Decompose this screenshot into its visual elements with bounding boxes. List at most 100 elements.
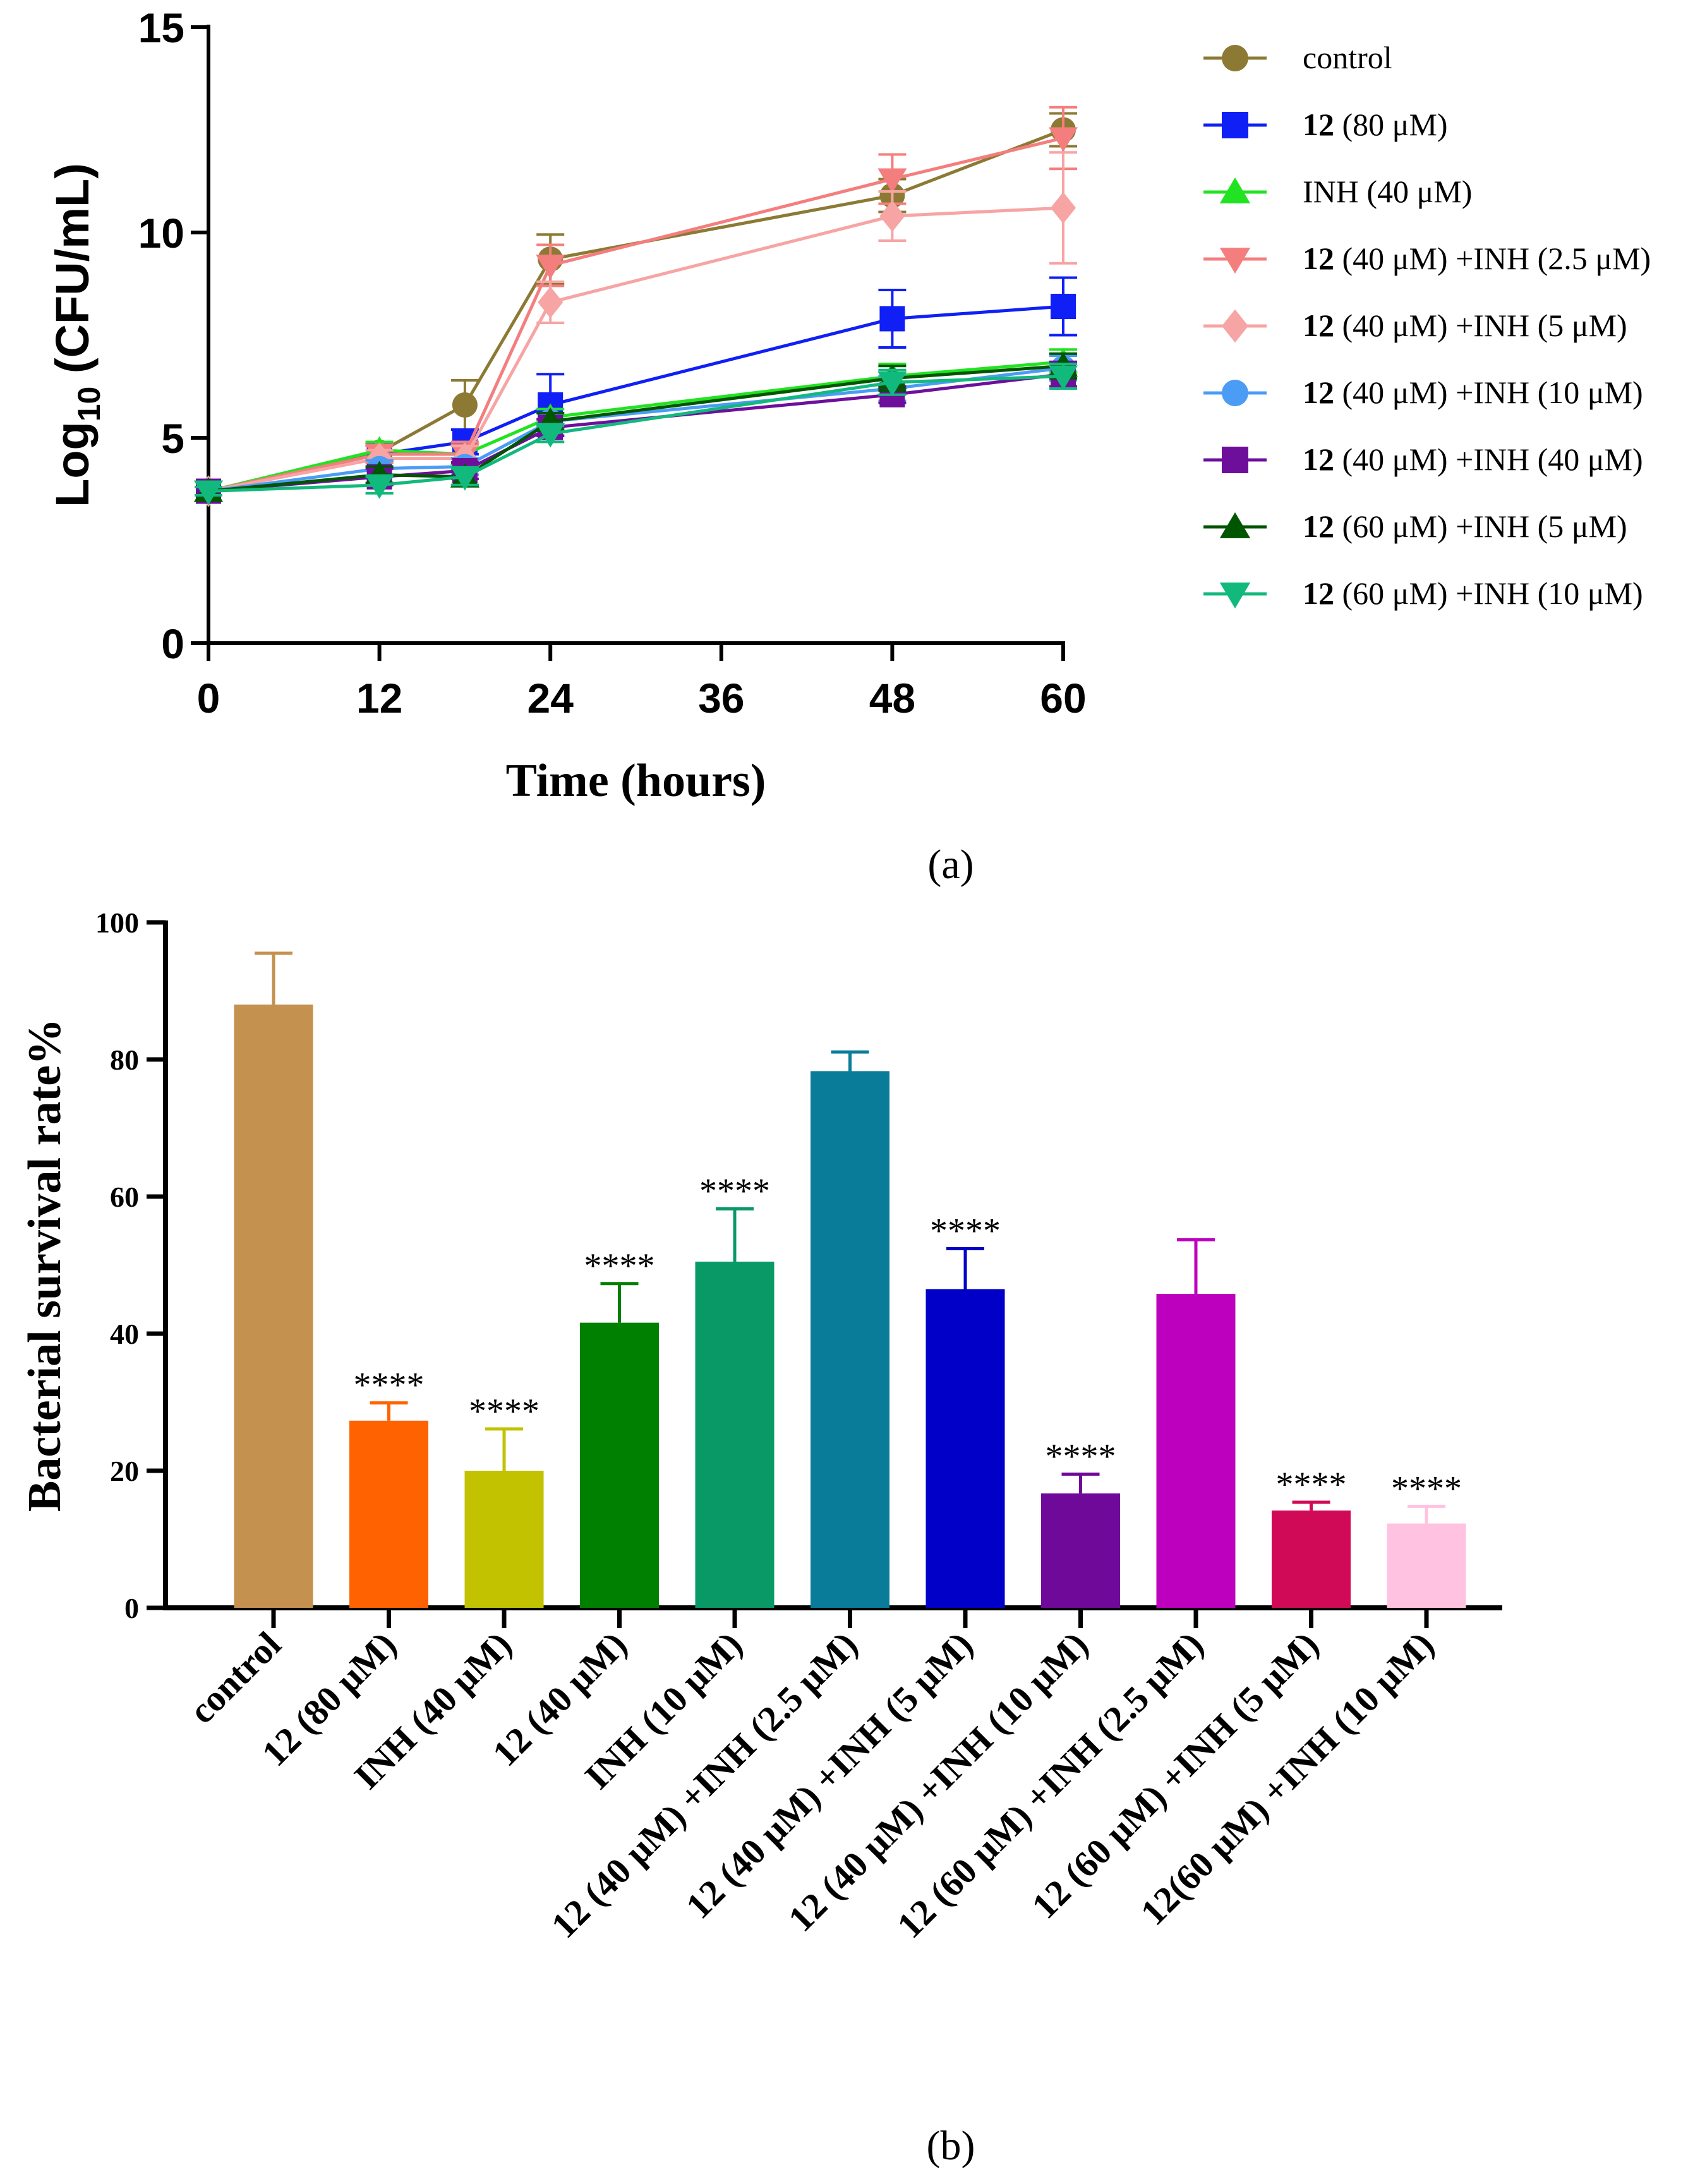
panel-b-bar-chart: 0 20 40 60 80 100 Bacterial survival rate% cont… <box>19 907 1502 2169</box>
legend-label: 12 (80 μM) <box>1303 107 1448 142</box>
legend-entry: 12 (40 μM) +INH (10 μM) <box>1203 375 1643 410</box>
significance-label: **** <box>699 1172 770 1211</box>
bar-group-12(60 μM) +INH (10 μM): **** <box>1387 1469 1466 1608</box>
legend-marker <box>1219 177 1251 203</box>
bar <box>349 1420 428 1608</box>
legend-marker <box>1219 582 1251 609</box>
panel-a-line-chart: 0 5 10 15 0 12 24 36 48 60 Time (hours) Log10 (CFU/… <box>46 4 1651 888</box>
data-point <box>877 371 907 397</box>
significance-label: **** <box>1046 1437 1116 1476</box>
bar <box>695 1262 775 1608</box>
series-12 (40 μM) +INH (2.5 μM) <box>194 106 1078 505</box>
y-tick-label: 100 <box>95 907 139 939</box>
significance-label: **** <box>584 1246 655 1286</box>
y-tick-label: 0 <box>161 620 184 667</box>
x-tick-label: 48 <box>869 675 915 721</box>
legend-label: 12 (40 μM) +INH (40 μM) <box>1303 442 1643 477</box>
bar <box>234 1005 313 1608</box>
bar-group-12 (40 μM): **** <box>580 1246 659 1608</box>
series-line <box>208 136 1064 493</box>
legend-entry: 12 (40 μM) +INH (5 μM) <box>1203 308 1627 343</box>
series-line <box>208 128 1064 493</box>
x-tick-label: 36 <box>698 675 744 721</box>
legend-entry: 12 (80 μM) <box>1203 107 1448 142</box>
x-tick-label: 12 <box>356 675 402 721</box>
bar <box>1387 1523 1466 1608</box>
y-tick-label: 60 <box>110 1181 139 1213</box>
legend-marker <box>1222 45 1248 71</box>
bar-group-INH (40 μM): **** <box>464 1392 544 1608</box>
y-tick-label: 0 <box>124 1592 139 1624</box>
legend-marker <box>1222 447 1248 473</box>
bar-group-INH (10 μM): **** <box>695 1172 775 1608</box>
data-point <box>879 306 905 332</box>
series-12 (60 μM) +INH (5 μM) <box>194 352 1078 502</box>
data-point <box>365 474 394 499</box>
y-axis-title: Log10 (CFU/mL) <box>46 163 107 507</box>
x-tick-label: 0 <box>197 675 220 721</box>
data-point <box>452 392 478 418</box>
y-tick-label: 20 <box>110 1455 139 1487</box>
significance-label: **** <box>354 1366 425 1405</box>
y-tick-label: 15 <box>138 4 184 51</box>
legend-entry: INH (40 μM) <box>1203 174 1472 209</box>
data-point <box>879 200 905 232</box>
data-point <box>1051 192 1076 224</box>
legend-label: 12 (60 μM) +INH (10 μM) <box>1303 576 1643 611</box>
legend-marker <box>1222 112 1248 138</box>
series-line <box>208 206 1064 493</box>
y-tick-label: 40 <box>110 1318 139 1350</box>
legend-marker <box>1222 380 1248 406</box>
bar-group-control <box>234 951 313 1608</box>
legend-marker <box>1219 248 1251 274</box>
bar-group-12 (80 μM): **** <box>349 1366 428 1608</box>
data-point <box>1049 365 1078 390</box>
y-tick-label: 5 <box>161 415 184 462</box>
legend-marker <box>1222 309 1248 343</box>
data-point <box>877 168 907 193</box>
y-tick-label: 10 <box>138 210 184 256</box>
bar-group-12 (60 μM) +INH (5 μM): **** <box>1272 1465 1351 1608</box>
bar <box>1272 1510 1351 1608</box>
data-point <box>1049 127 1078 152</box>
x-axis-title: Time (hours) <box>506 755 766 807</box>
x-tick-label: control <box>181 1624 289 1732</box>
y-axis-title: Bacterial survival rate% <box>19 1018 71 1512</box>
bar-group-12 (40 μM) +INH (2.5 μM) <box>811 1050 889 1608</box>
x-tick-label: 60 <box>1040 675 1086 721</box>
data-point <box>1051 294 1076 319</box>
legend-label: 12 (40 μM) +INH (10 μM) <box>1303 375 1643 410</box>
bar <box>580 1322 659 1608</box>
legend-entry: 12 (60 μM) +INH (10 μM) <box>1203 576 1643 611</box>
legend-marker <box>1219 512 1251 538</box>
significance-label: **** <box>930 1211 1001 1250</box>
data-point <box>450 466 479 491</box>
series-12 (60 μM) +INH (10 μM) <box>194 363 1078 505</box>
series-12 (40 μM) +INH (5 μM) <box>195 151 1077 507</box>
bar-group-12 (40 μM) +INH (5 μM): **** <box>925 1211 1005 1608</box>
series-line <box>208 375 1064 493</box>
data-point <box>536 255 565 279</box>
series-line <box>208 364 1064 493</box>
significance-label: **** <box>1276 1465 1347 1504</box>
legend-label: 12 (40 μM) +INH (5 μM) <box>1303 308 1627 343</box>
panel-label-b: (b) <box>927 2123 975 2169</box>
legend-label: control <box>1303 40 1392 75</box>
bar <box>811 1071 889 1608</box>
data-point <box>194 480 223 505</box>
legend-entry: control <box>1203 40 1392 75</box>
bar <box>1041 1493 1120 1608</box>
data-point <box>538 286 564 318</box>
series-line <box>208 366 1064 493</box>
bar <box>1156 1294 1236 1608</box>
bar <box>464 1471 544 1608</box>
x-tick-label: 24 <box>527 675 574 721</box>
significance-label: **** <box>1391 1469 1462 1508</box>
legend-entry: 12 (60 μM) +INH (5 μM) <box>1203 509 1627 544</box>
legend-label: INH (40 μM) <box>1303 174 1472 209</box>
bar-group-12 (40 μM) +INH (10 μM): **** <box>1041 1437 1120 1608</box>
series-control <box>195 112 1077 504</box>
legend-label: 12 (40 μM) +INH (2.5 μM) <box>1303 241 1651 276</box>
legend-entry: 12 (40 μM) +INH (40 μM) <box>1203 442 1643 477</box>
